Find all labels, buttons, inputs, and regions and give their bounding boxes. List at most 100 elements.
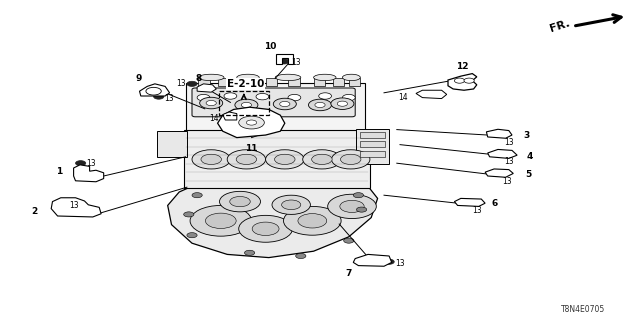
Text: 14: 14 [399,93,408,102]
Circle shape [331,98,354,109]
Circle shape [461,200,471,205]
Text: 13: 13 [177,79,186,88]
Circle shape [279,59,289,64]
Polygon shape [218,107,285,138]
Circle shape [205,213,236,228]
Polygon shape [168,186,378,258]
Circle shape [342,94,355,101]
Polygon shape [448,74,477,90]
Circle shape [244,250,255,255]
Circle shape [256,93,269,100]
FancyBboxPatch shape [157,131,187,157]
Text: FR.: FR. [548,18,571,34]
FancyBboxPatch shape [184,130,370,188]
Circle shape [493,152,503,157]
Circle shape [296,253,306,259]
Text: 3: 3 [524,131,530,140]
Polygon shape [454,198,485,206]
Circle shape [491,171,501,176]
Circle shape [356,207,367,212]
Bar [349,78,360,86]
Bar [333,78,344,86]
Text: 13: 13 [291,58,301,67]
Text: 12: 12 [456,62,468,71]
Text: 11: 11 [245,144,258,153]
Circle shape [187,81,197,86]
Text: 10: 10 [264,42,276,51]
Text: 13: 13 [164,94,174,103]
Circle shape [224,93,237,99]
Circle shape [303,150,341,169]
Bar [360,132,385,138]
FancyBboxPatch shape [186,83,365,138]
Circle shape [340,200,364,212]
Circle shape [184,212,194,217]
Circle shape [239,215,292,242]
FancyBboxPatch shape [356,129,389,164]
Circle shape [266,150,304,169]
Circle shape [284,206,341,235]
Circle shape [308,99,332,111]
Circle shape [464,78,474,83]
Circle shape [220,191,260,212]
Text: 13: 13 [69,201,79,210]
Circle shape [58,203,68,208]
Circle shape [328,194,376,219]
Circle shape [312,154,332,164]
Circle shape [340,154,361,164]
Circle shape [206,100,216,106]
Polygon shape [197,84,216,92]
Circle shape [154,94,164,99]
Circle shape [288,94,301,101]
Circle shape [319,93,332,99]
Circle shape [273,98,296,110]
Bar [266,78,277,86]
Bar [314,78,325,86]
Polygon shape [416,90,447,99]
Ellipse shape [342,74,360,81]
Text: 8: 8 [195,74,202,83]
Text: E-2-10: E-2-10 [227,79,264,89]
Circle shape [337,101,348,106]
Polygon shape [74,165,104,182]
Circle shape [315,102,325,108]
Polygon shape [276,54,293,64]
Polygon shape [485,169,513,177]
Text: 13: 13 [504,138,514,147]
Text: 13: 13 [504,157,514,166]
FancyBboxPatch shape [192,88,355,117]
Circle shape [192,193,202,198]
Text: 9: 9 [136,74,142,83]
Circle shape [187,233,197,238]
Text: T8N4E0705: T8N4E0705 [561,305,605,314]
Circle shape [76,161,86,166]
Bar [360,151,385,157]
Text: 13: 13 [396,259,405,268]
Circle shape [236,154,257,164]
Text: 13: 13 [502,177,512,186]
Text: 1: 1 [56,167,63,176]
Text: 13: 13 [472,206,482,215]
Circle shape [493,132,503,137]
Polygon shape [51,198,101,217]
Ellipse shape [198,74,224,81]
Polygon shape [488,149,517,158]
Circle shape [200,97,223,109]
Circle shape [344,238,354,243]
Circle shape [241,102,252,108]
Text: 13: 13 [86,159,96,168]
Circle shape [146,87,161,95]
Text: 7: 7 [346,269,352,278]
Circle shape [272,195,310,214]
Bar [198,78,210,86]
Polygon shape [486,129,512,138]
Bar [360,141,385,147]
Polygon shape [223,112,237,120]
Circle shape [192,150,230,169]
Polygon shape [140,84,170,96]
Circle shape [384,259,394,264]
Circle shape [201,154,221,164]
Circle shape [227,150,266,169]
Text: 14: 14 [209,114,219,123]
Text: 6: 6 [492,199,498,208]
